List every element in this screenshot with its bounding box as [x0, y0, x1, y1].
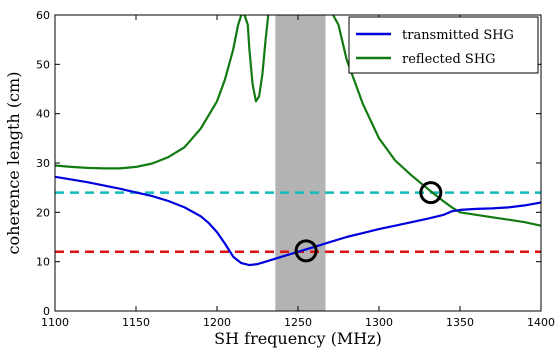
y-tick-label-0: 0: [43, 305, 50, 318]
y-tick-label-1: 10: [36, 256, 50, 269]
x-tick-label-0: 1100: [41, 316, 69, 329]
legend-label-transmitted: transmitted SHG: [402, 28, 514, 43]
shaded-band-layer: [275, 15, 326, 311]
legend-box: [348, 16, 539, 74]
ticks-layer: 1100 1150 1200 1250 1300 1350 1400 0 10 20 30 40 50 6…: [36, 9, 555, 329]
y-tick-label-4: 40: [36, 108, 50, 121]
x-tick-label-1: 1150: [122, 316, 150, 329]
shaded-band: [275, 15, 326, 311]
x-tick-label-4: 1300: [365, 316, 393, 329]
highlight-marker-1: [419, 181, 443, 205]
x-tick-label-5: 1350: [446, 316, 474, 329]
y-tick-label-2: 20: [36, 206, 50, 219]
series-line-0: [55, 175, 541, 267]
y-tick-label-3: 30: [36, 157, 50, 170]
series-line-1: [55, 15, 541, 227]
y-tick-label-5: 50: [36, 58, 50, 71]
x-axis-title: SH frequency (MHz): [214, 329, 382, 348]
legend: transmitted SHG reflected SHG: [348, 16, 539, 74]
x-tick-label-3: 1250: [284, 316, 312, 329]
highlight-marker-0: [294, 239, 318, 263]
y-tick-label-6: 60: [36, 9, 50, 22]
series-layer: [55, 15, 541, 267]
x-tick-label-2: 1200: [203, 316, 231, 329]
y-axis-title: coherence length (cm): [4, 72, 23, 255]
markers-layer: [294, 181, 443, 263]
x-tick-label-6: 1400: [527, 316, 555, 329]
legend-label-reflected: reflected SHG: [402, 52, 496, 67]
